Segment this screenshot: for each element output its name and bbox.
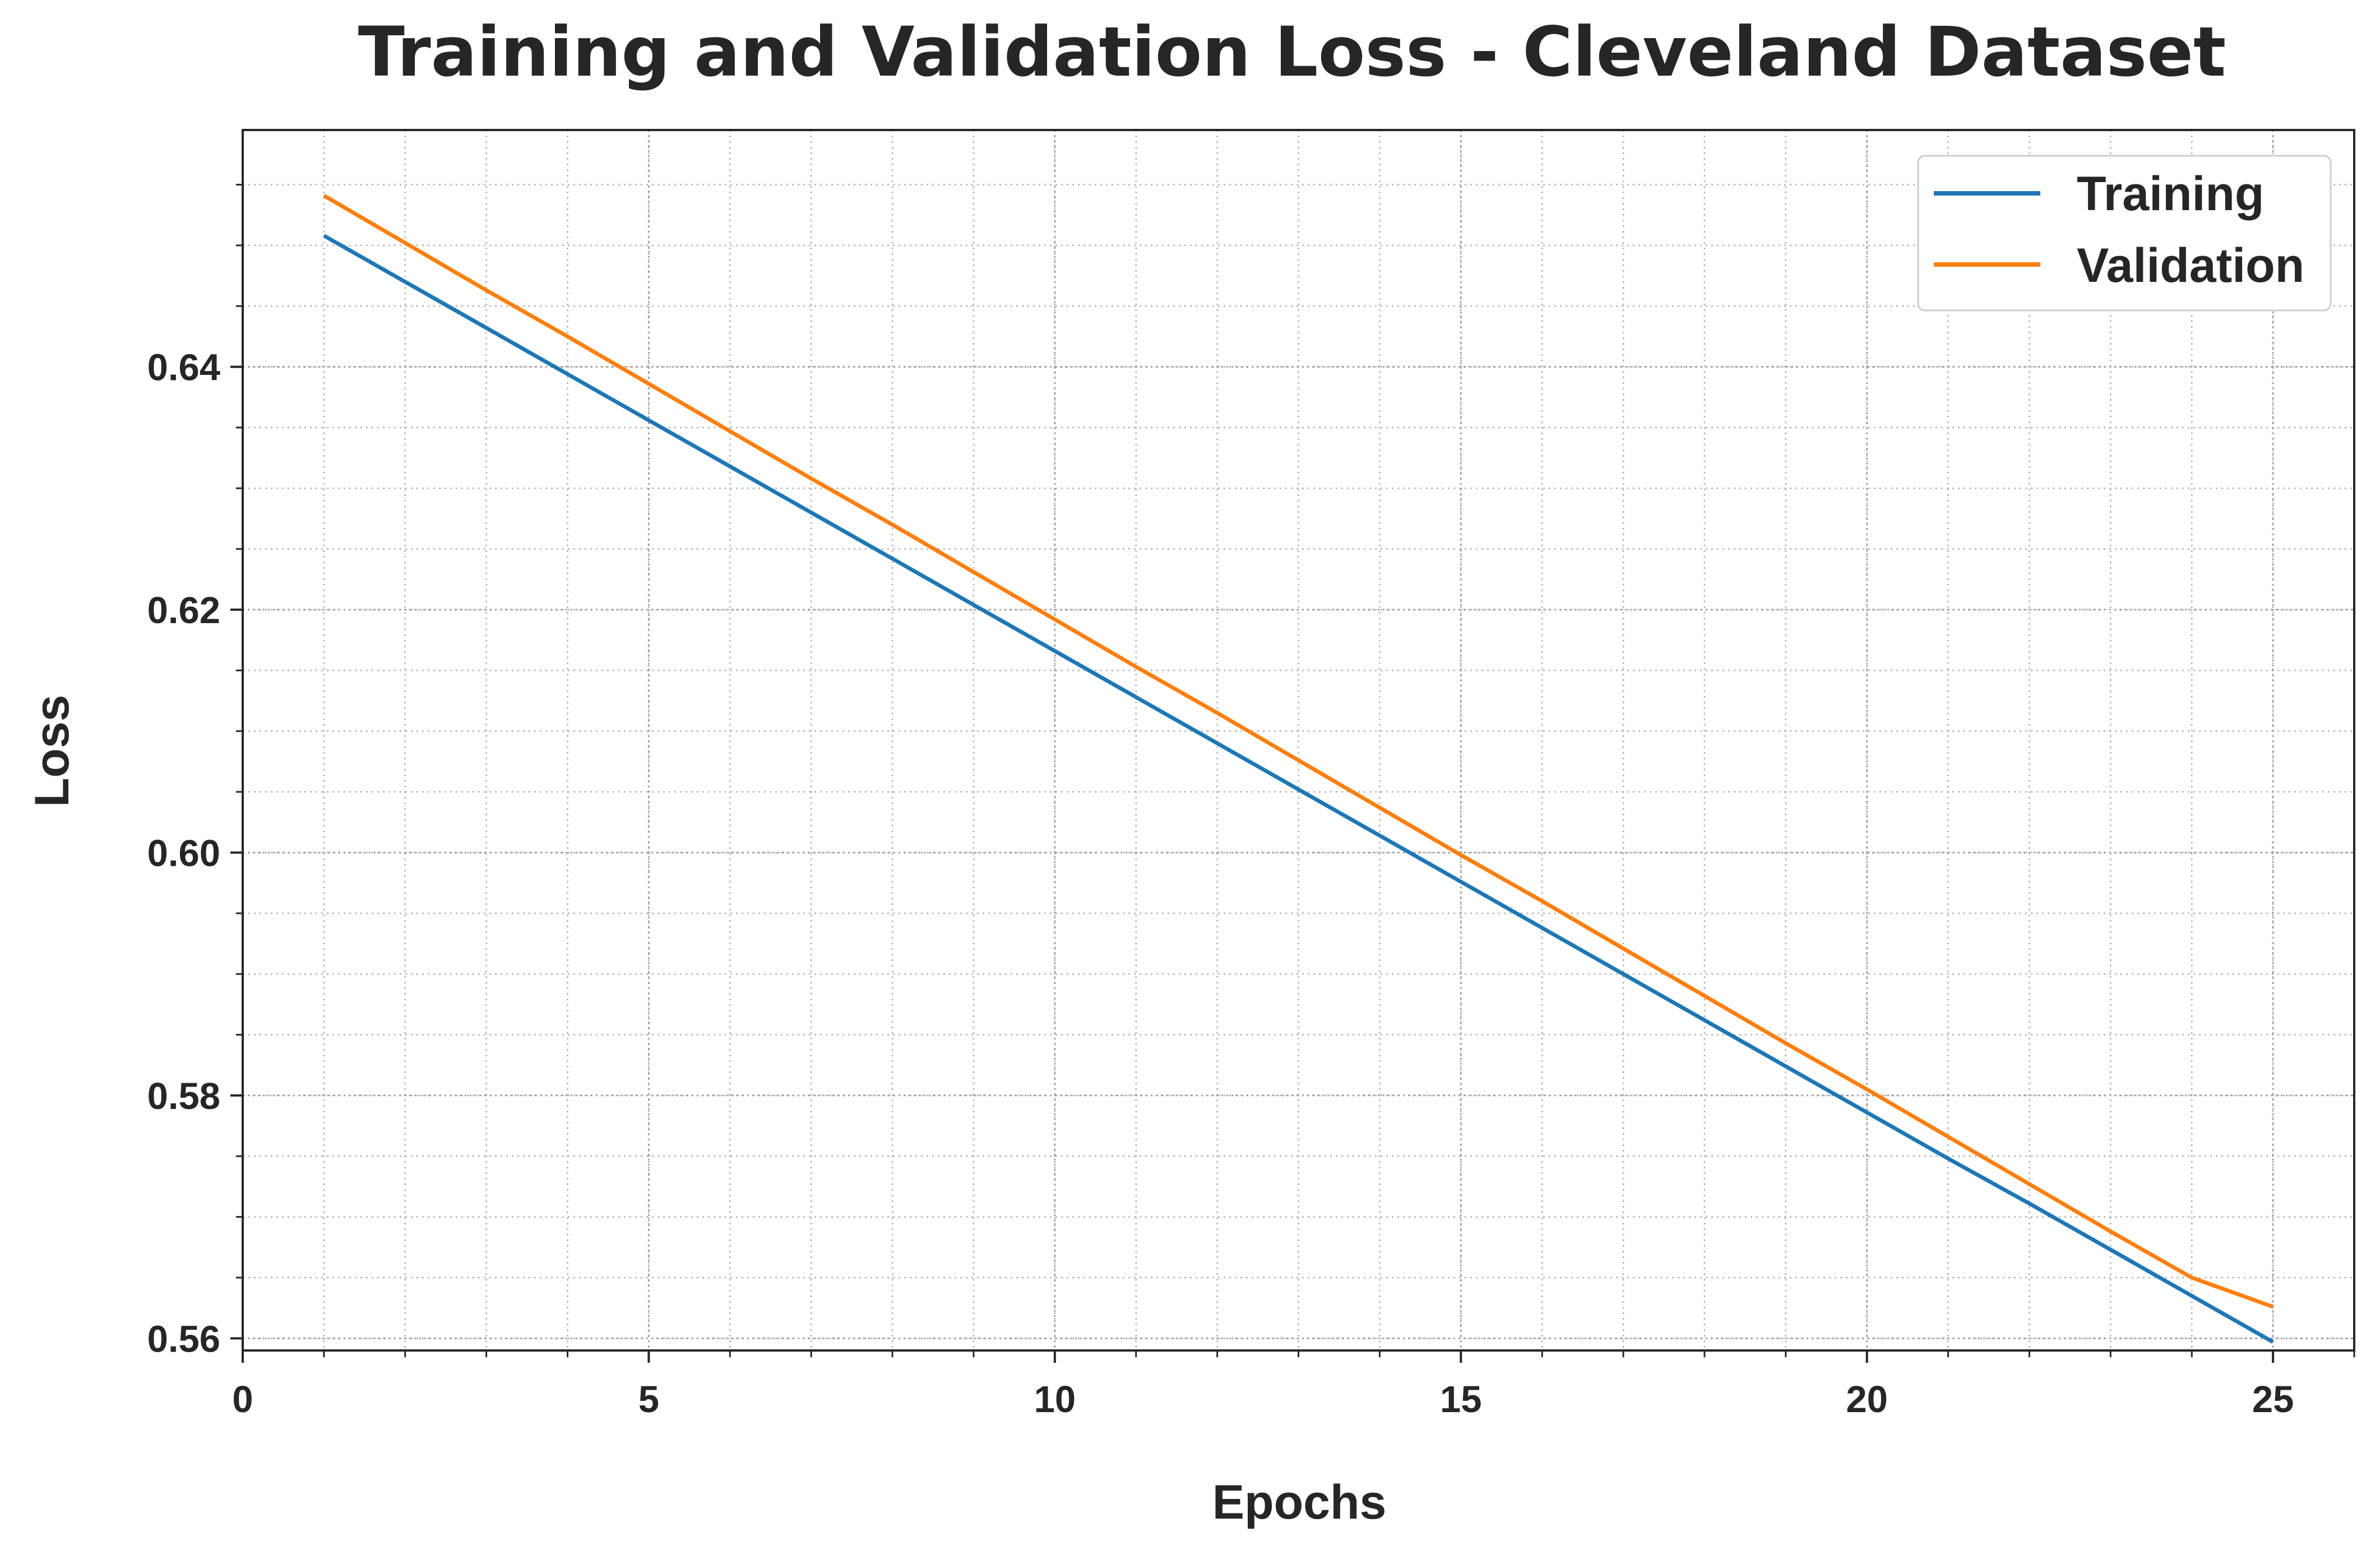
x-axis-label: Epochs [1212,1475,1387,1529]
y-tick-label: 0.60 [147,832,220,874]
x-tick-label: 25 [2252,1378,2294,1421]
legend: Training Validation [1917,155,2332,312]
x-tick-label: 10 [1034,1378,1076,1421]
plot-frame [242,129,2355,1352]
series-line-validation [323,193,2274,1309]
y-axis-label: Loss [25,695,79,807]
tick-labels: 0 5 10 15 20 25 0.56 0.58 0.60 0.62 0.64 [147,347,2294,1421]
legend-validation-label: Validation [2077,239,2304,293]
y-tick-label: 0.62 [147,590,220,632]
x-tick-label: 5 [638,1378,659,1421]
series-line-training [323,234,2274,1344]
y-tick-label: 0.56 [147,1318,220,1360]
series-lines [323,193,2274,1344]
x-tick-label: 0 [232,1378,253,1421]
chart-title: Training and Validation Loss - Cleveland… [358,12,2226,92]
y-tick-label: 0.64 [147,347,220,389]
legend-training-label: Training [2077,167,2264,221]
x-tick-label: 15 [1440,1378,1482,1421]
x-tick-label: 20 [1846,1378,1888,1421]
y-tick-label: 0.58 [147,1075,220,1117]
